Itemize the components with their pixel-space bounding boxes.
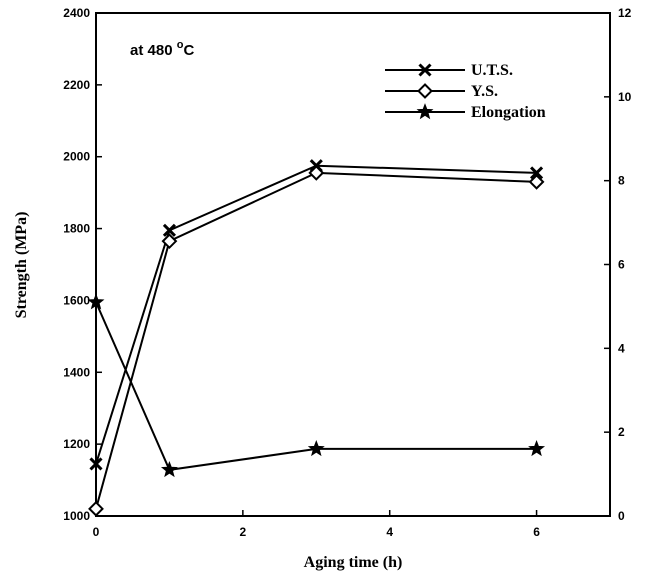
left-tick-label: 1200 <box>63 437 90 451</box>
left-tick-label: 2200 <box>63 78 90 92</box>
data-point-elongation <box>160 460 178 478</box>
legend-marker-ys <box>417 83 433 99</box>
data-point-uts <box>89 457 103 471</box>
x-tick-label: 4 <box>386 525 393 539</box>
series-line-ys <box>95 171 537 510</box>
series-line-uts <box>95 164 537 465</box>
data-point-uts <box>162 223 176 237</box>
right-tick-label: 8 <box>618 174 625 188</box>
plot-frame <box>95 12 611 517</box>
right-tick-label: 10 <box>618 90 632 104</box>
y-axis-title: Strength (MPa) <box>13 212 30 319</box>
data-point-elongation <box>87 293 105 310</box>
x-tick-label: 0 <box>93 525 100 539</box>
x-axis-title: Aging time (h) <box>304 554 403 571</box>
x-axis-ticks: 0 2 4 6 <box>93 510 540 539</box>
data-point-ys <box>308 164 325 181</box>
data-point-ys <box>88 500 104 517</box>
left-tick-label: 2400 <box>63 6 90 20</box>
left-axis-ticks: 1000 1200 1400 1600 1800 2000 2200 2400 <box>63 6 102 523</box>
right-axis-ticks: 0 2 4 6 8 10 12 <box>604 6 632 523</box>
left-tick-label: 1800 <box>63 222 90 236</box>
legend-label-ys: Y.S. <box>471 83 498 100</box>
series-line-elongation <box>95 301 537 471</box>
data-point-elongation <box>528 440 546 457</box>
data-point-ys <box>528 173 545 190</box>
right-tick-label: 12 <box>618 6 632 20</box>
legend-label-elongation: Elongation <box>471 104 546 121</box>
data-point-elongation <box>307 440 325 457</box>
x-tick-label: 6 <box>533 525 540 539</box>
right-tick-label: 0 <box>618 509 625 523</box>
legend: U.T.S. Y.S. Elongation <box>385 62 546 121</box>
legend-marker-uts <box>418 63 432 77</box>
legend-label-uts: U.T.S. <box>471 62 513 79</box>
left-tick-label: 1600 <box>63 293 90 307</box>
left-tick-label: 2000 <box>63 150 90 164</box>
legend-marker-elongation <box>416 103 434 120</box>
left-tick-label: 1400 <box>63 365 90 379</box>
right-tick-label: 4 <box>618 341 625 355</box>
x-tick-label: 2 <box>240 525 247 539</box>
right-tick-label: 2 <box>618 425 625 439</box>
data-point-uts <box>530 166 544 180</box>
series-layer <box>87 159 546 517</box>
left-tick-label: 1000 <box>63 509 90 523</box>
data-point-ys <box>161 233 178 250</box>
temperature-annotation: at 480 oC <box>130 39 194 59</box>
right-tick-label: 6 <box>618 258 625 272</box>
